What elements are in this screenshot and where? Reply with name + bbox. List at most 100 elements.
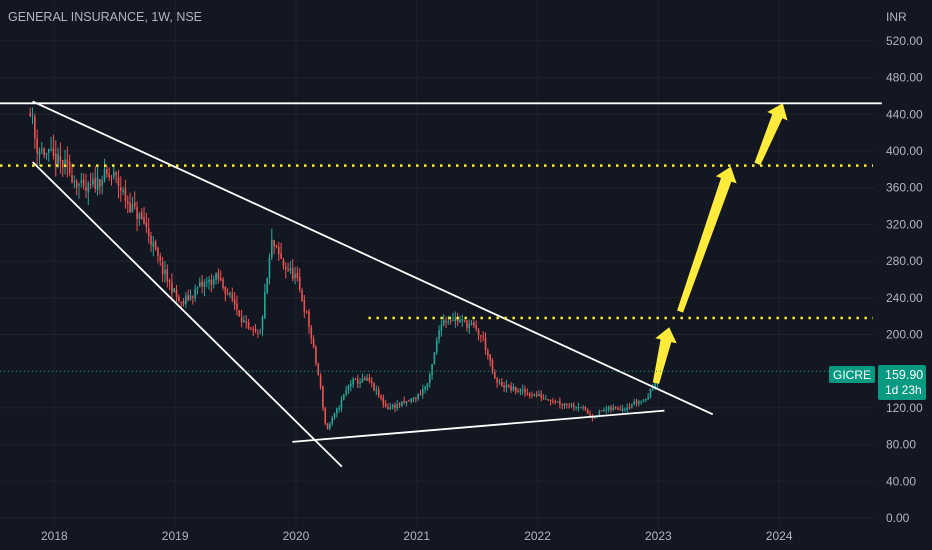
candle[interactable] bbox=[584, 405, 587, 412]
candle[interactable] bbox=[82, 173, 85, 190]
candle[interactable] bbox=[610, 405, 612, 413]
candle[interactable] bbox=[219, 270, 222, 282]
candle[interactable] bbox=[187, 289, 189, 302]
price-axis[interactable]: 0.0040.0080.00120.00160.00200.00240.0028… bbox=[886, 34, 923, 525]
candle[interactable] bbox=[401, 400, 403, 408]
candle[interactable] bbox=[614, 406, 617, 410]
candle[interactable] bbox=[92, 172, 94, 188]
candle[interactable] bbox=[329, 421, 331, 431]
candle[interactable] bbox=[143, 207, 145, 225]
candle[interactable] bbox=[570, 402, 573, 409]
candle[interactable] bbox=[205, 277, 208, 288]
candle[interactable] bbox=[161, 256, 164, 283]
candle[interactable] bbox=[115, 170, 117, 184]
candle[interactable] bbox=[338, 405, 340, 413]
candle[interactable] bbox=[554, 399, 557, 405]
candle[interactable] bbox=[203, 279, 206, 297]
candle[interactable] bbox=[124, 179, 127, 209]
candle[interactable] bbox=[101, 175, 104, 195]
candle[interactable] bbox=[126, 195, 129, 214]
candle[interactable] bbox=[129, 192, 131, 213]
candle[interactable] bbox=[71, 163, 73, 184]
candle[interactable] bbox=[136, 201, 138, 232]
candle[interactable] bbox=[103, 158, 106, 183]
candle[interactable] bbox=[80, 172, 83, 188]
candle[interactable] bbox=[96, 165, 99, 196]
candle[interactable] bbox=[159, 252, 162, 266]
candle[interactable] bbox=[586, 408, 589, 415]
candle[interactable] bbox=[619, 405, 622, 411]
candle[interactable] bbox=[310, 324, 313, 345]
candle[interactable] bbox=[415, 396, 417, 403]
candle[interactable] bbox=[226, 288, 229, 296]
candle[interactable] bbox=[305, 310, 308, 314]
candle[interactable] bbox=[317, 362, 320, 376]
candle[interactable] bbox=[326, 423, 329, 430]
candle[interactable] bbox=[500, 377, 503, 387]
candle[interactable] bbox=[45, 152, 48, 161]
candle[interactable] bbox=[291, 258, 294, 282]
candle[interactable] bbox=[491, 358, 494, 375]
candle[interactable] bbox=[370, 377, 373, 388]
candle[interactable] bbox=[238, 310, 241, 317]
candle[interactable] bbox=[34, 113, 36, 149]
candle[interactable] bbox=[78, 182, 80, 199]
candle[interactable] bbox=[649, 388, 652, 399]
candle[interactable] bbox=[552, 397, 554, 404]
candle[interactable] bbox=[605, 405, 608, 414]
candle[interactable] bbox=[577, 402, 580, 412]
candle[interactable] bbox=[447, 315, 450, 326]
candle[interactable] bbox=[284, 262, 287, 279]
drawing-tools[interactable] bbox=[0, 100, 882, 468]
candle[interactable] bbox=[352, 376, 354, 388]
candle[interactable] bbox=[403, 396, 406, 405]
candle[interactable] bbox=[349, 379, 352, 392]
candle[interactable] bbox=[642, 399, 645, 403]
candle[interactable] bbox=[454, 311, 457, 328]
candle[interactable] bbox=[417, 393, 419, 401]
candle[interactable] bbox=[373, 382, 375, 392]
candle[interactable] bbox=[514, 386, 517, 395]
candle[interactable] bbox=[233, 291, 236, 311]
candle[interactable] bbox=[64, 149, 66, 175]
trendline-wedge-upper[interactable] bbox=[32, 100, 714, 416]
candle[interactable] bbox=[308, 308, 310, 334]
candle[interactable] bbox=[298, 268, 301, 293]
candle[interactable] bbox=[391, 403, 394, 410]
candle[interactable] bbox=[526, 388, 529, 396]
candle[interactable] bbox=[166, 264, 169, 288]
candle[interactable] bbox=[384, 399, 387, 408]
candle[interactable] bbox=[521, 384, 524, 395]
candle[interactable] bbox=[273, 239, 275, 255]
candle[interactable] bbox=[140, 208, 143, 220]
candle[interactable] bbox=[540, 390, 543, 402]
candle[interactable] bbox=[489, 353, 491, 367]
candle[interactable] bbox=[336, 407, 338, 418]
projection-arrow-2[interactable] bbox=[677, 166, 737, 313]
candle[interactable] bbox=[210, 273, 213, 293]
candle[interactable] bbox=[296, 266, 299, 282]
candle[interactable] bbox=[75, 178, 78, 196]
candle[interactable] bbox=[175, 284, 178, 302]
candle[interactable] bbox=[41, 141, 43, 155]
candle[interactable] bbox=[347, 384, 350, 395]
candle[interactable] bbox=[531, 391, 533, 399]
candle[interactable] bbox=[240, 309, 243, 328]
candle[interactable] bbox=[431, 363, 433, 381]
candle[interactable] bbox=[87, 180, 90, 205]
candle[interactable] bbox=[635, 398, 638, 407]
candle[interactable] bbox=[243, 315, 245, 323]
candle[interactable] bbox=[589, 410, 591, 417]
candle[interactable] bbox=[377, 386, 380, 399]
candle[interactable] bbox=[549, 399, 552, 406]
candle[interactable] bbox=[470, 319, 473, 326]
candle[interactable] bbox=[47, 148, 50, 162]
candle[interactable] bbox=[645, 398, 647, 403]
candle[interactable] bbox=[382, 394, 385, 408]
candle[interactable] bbox=[212, 275, 215, 289]
candle[interactable] bbox=[277, 241, 280, 262]
candle[interactable] bbox=[154, 239, 157, 252]
candle[interactable] bbox=[259, 328, 261, 335]
candle[interactable] bbox=[422, 384, 424, 399]
candle[interactable] bbox=[561, 402, 563, 410]
